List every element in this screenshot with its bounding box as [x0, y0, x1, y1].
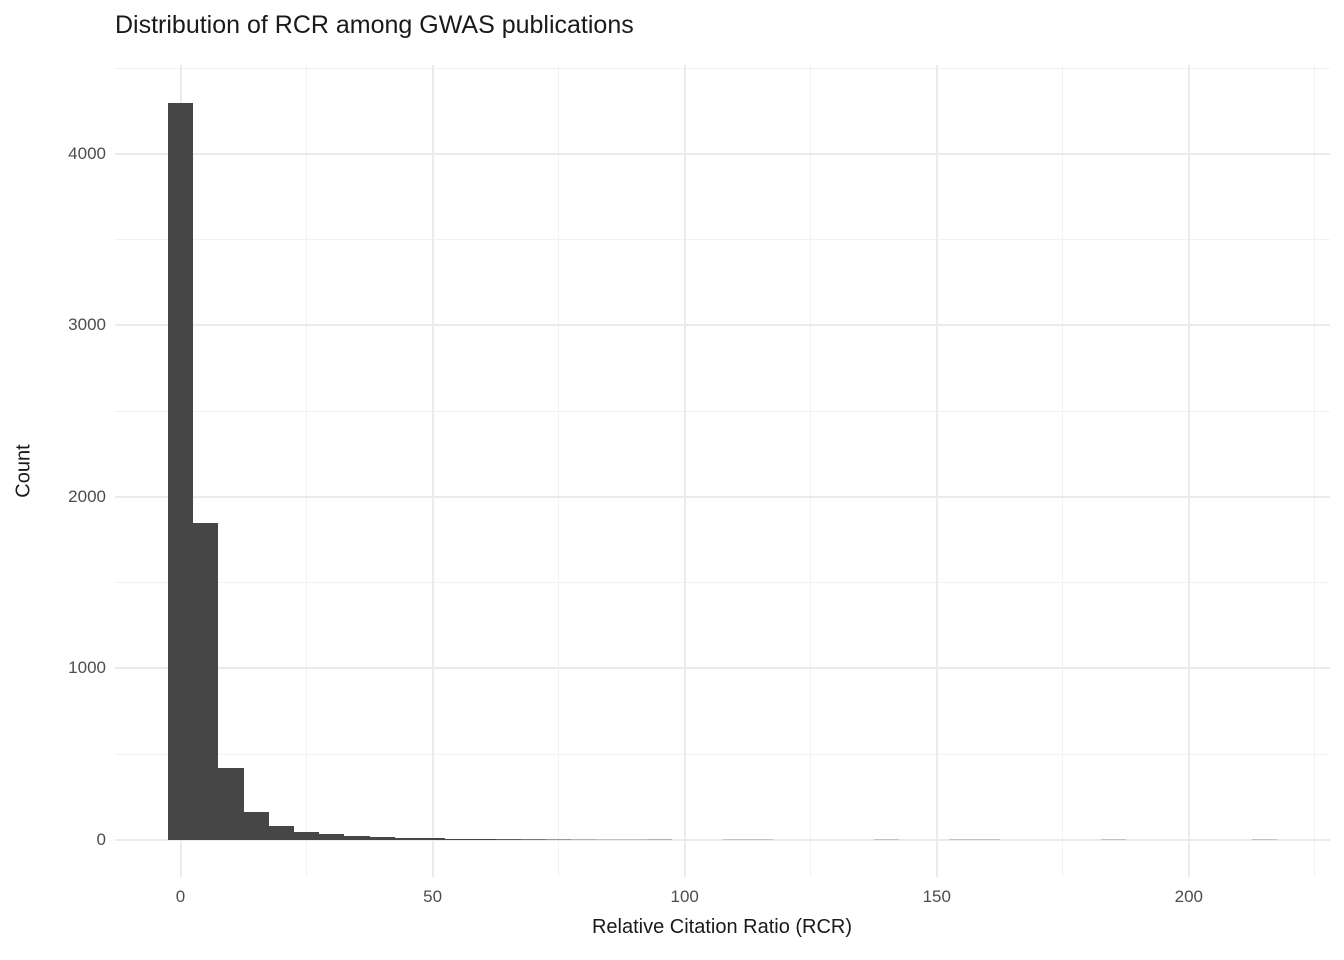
histogram-bar: [520, 838, 547, 840]
histogram-bar: [394, 837, 420, 840]
y-major-gridline: [115, 838, 1330, 841]
y-minor-gridline: [115, 753, 1330, 755]
y-tick-label: 0: [96, 829, 106, 849]
y-minor-gridline: [115, 582, 1330, 584]
y-tick-label: 3000: [68, 315, 106, 335]
x-major-gridline: [431, 65, 434, 877]
histogram-bar: [319, 834, 345, 840]
histogram-bar: [445, 838, 471, 840]
histogram-bar: [873, 838, 899, 840]
histogram-bar: [1100, 838, 1126, 840]
histogram-bar: [369, 837, 395, 840]
x-minor-gridline: [810, 65, 812, 877]
histogram-bar: [621, 838, 647, 840]
x-major-gridline: [935, 65, 938, 877]
histogram-bar: [949, 838, 975, 840]
histogram-bar: [571, 838, 597, 840]
x-minor-gridline: [306, 65, 308, 877]
x-tick-label: 50: [423, 887, 443, 906]
histogram-bar: [646, 838, 673, 840]
histogram-bar: [293, 832, 320, 840]
histogram-bar: [243, 811, 269, 840]
x-major-gridline: [683, 65, 686, 877]
x-tick-label: 100: [670, 887, 699, 906]
histogram-bar: [420, 838, 446, 840]
histogram-bar: [268, 826, 294, 840]
y-minor-gridline: [115, 410, 1330, 412]
histogram-bar: [218, 767, 244, 840]
x-minor-gridline: [558, 65, 560, 877]
histogram-bar: [974, 838, 1000, 840]
x-tick-label: 150: [922, 887, 951, 906]
x-minor-gridline: [1314, 65, 1316, 877]
y-tick-label: 2000: [68, 486, 106, 506]
histogram-bar: [596, 838, 622, 840]
y-minor-gridline: [115, 67, 1330, 69]
histogram-bar: [722, 838, 748, 840]
x-minor-gridline: [1062, 65, 1064, 877]
x-axis-title: Relative Citation Ratio (RCR): [591, 916, 853, 938]
y-minor-gridline: [115, 239, 1330, 241]
histogram-bar: [344, 836, 370, 840]
x-tick-label: 200: [1174, 887, 1204, 906]
y-major-gridline: [115, 153, 1330, 155]
histogram-bar: [193, 522, 219, 840]
chart-title: Distribution of RCR among GWAS publicati…: [115, 11, 634, 39]
y-tick-label: 4000: [68, 144, 106, 163]
histogram-bar: [747, 838, 773, 840]
histogram-bar: [167, 102, 194, 840]
y-major-gridline: [115, 667, 1330, 670]
histogram-bar: [495, 838, 521, 840]
x-major-gridline: [1187, 65, 1190, 877]
histogram-bar: [470, 838, 496, 840]
y-major-gridline: [115, 324, 1330, 327]
y-tick-label: 1000: [68, 658, 106, 678]
histogram-bar: [1251, 838, 1278, 840]
plot-panel: [115, 65, 1330, 877]
x-tick-label: 0: [175, 887, 186, 906]
histogram-bar: [546, 838, 572, 840]
y-major-gridline: [115, 495, 1330, 498]
